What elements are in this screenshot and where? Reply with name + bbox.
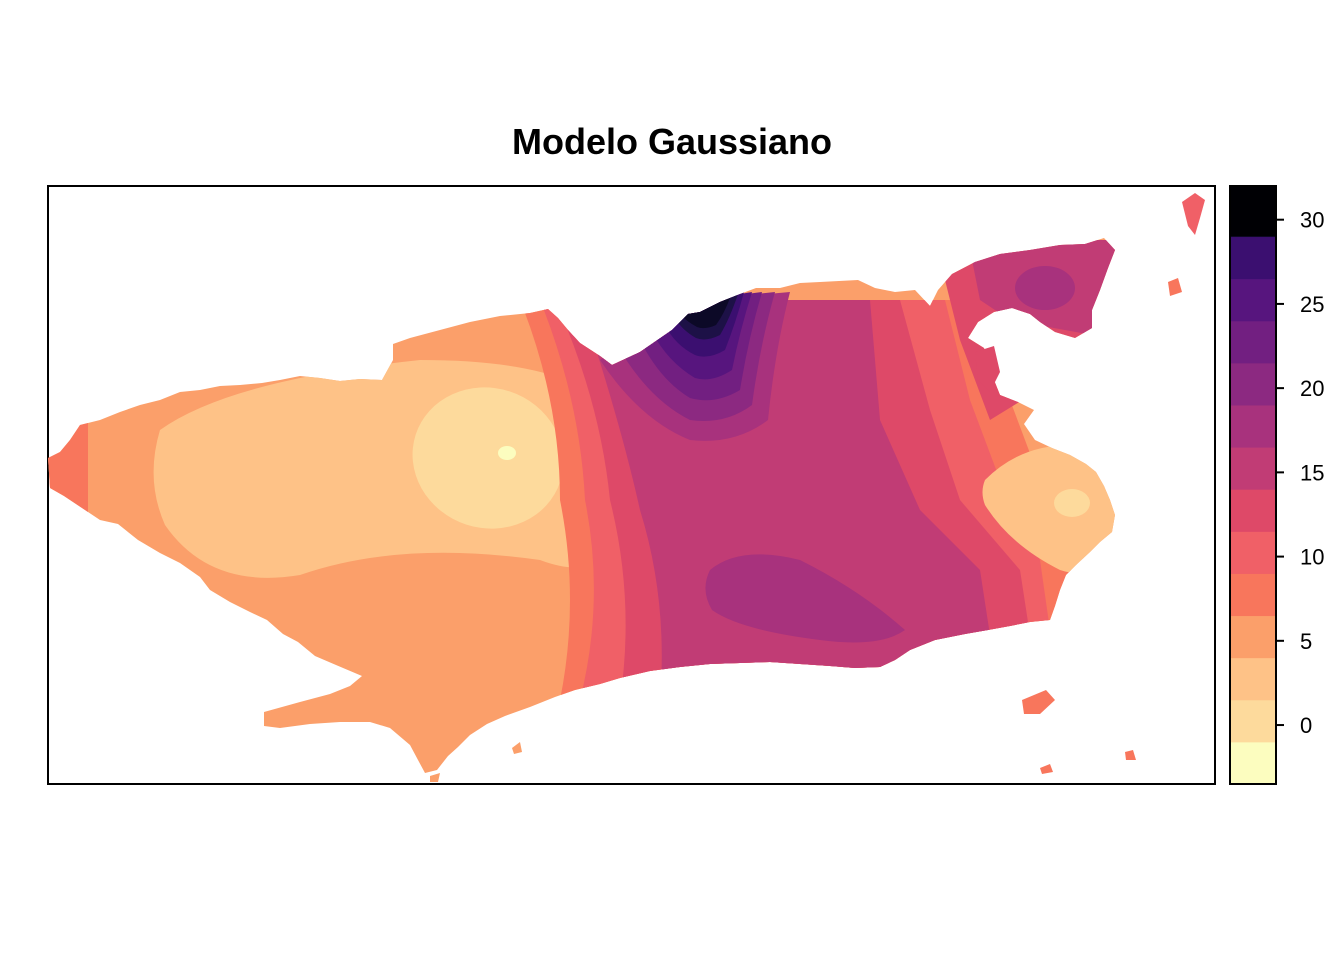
chart-title: Modelo Gaussiano xyxy=(512,121,832,162)
colorbar-step xyxy=(1230,699,1276,743)
colorbar-step xyxy=(1230,278,1276,322)
colorbar-tick-label: 10 xyxy=(1300,545,1324,570)
island-northeast xyxy=(1182,193,1205,235)
colorbar-step xyxy=(1230,573,1276,617)
west-peak-inner xyxy=(498,446,516,460)
northeast-bay-3 xyxy=(1015,266,1075,310)
colorbar-step xyxy=(1230,489,1276,532)
colorbar-step xyxy=(1230,447,1276,490)
east-peak-outer xyxy=(982,445,1115,574)
island-south-3 xyxy=(1125,750,1136,760)
colorbar-frame xyxy=(1229,185,1277,785)
colorbar-step xyxy=(1230,615,1276,659)
colorbar-tick-label: 0 xyxy=(1300,713,1312,738)
colorbar-ticks: 0 5 10 15 20 25 30 xyxy=(1276,208,1324,738)
plot-area xyxy=(47,185,1216,785)
islands xyxy=(430,193,1205,782)
colorbar-step xyxy=(1230,531,1276,574)
north-trough-7 xyxy=(680,298,730,329)
colorbar-step xyxy=(1230,186,1276,237)
colorbar-tick-label: 5 xyxy=(1300,629,1312,654)
colorbar-tick-label: 25 xyxy=(1300,292,1324,317)
south-low-outer xyxy=(705,554,905,643)
island-east-small xyxy=(1168,278,1182,296)
colorbar-steps xyxy=(1230,186,1276,785)
colorbar-step xyxy=(1230,320,1276,364)
island-south-2 xyxy=(1040,764,1053,774)
colorbar: 0 5 10 15 20 25 30 xyxy=(1229,185,1324,785)
island-bay xyxy=(975,346,1000,392)
island-south-4 xyxy=(512,742,522,754)
island-south-1 xyxy=(1022,690,1055,714)
west-peak-outer xyxy=(412,387,564,529)
colorbar-step xyxy=(1230,741,1276,785)
island-south-5 xyxy=(430,773,440,782)
colorbar-step xyxy=(1230,362,1276,406)
colorbar-tick-label: 20 xyxy=(1300,376,1324,401)
colorbar-step xyxy=(1230,236,1276,280)
colorbar-tick-label: 15 xyxy=(1300,460,1324,485)
colorbar-step xyxy=(1230,404,1276,448)
colorbar-step xyxy=(1230,657,1276,701)
colorbar-tick-label: 30 xyxy=(1300,208,1324,233)
east-peak-inner xyxy=(1054,489,1090,517)
